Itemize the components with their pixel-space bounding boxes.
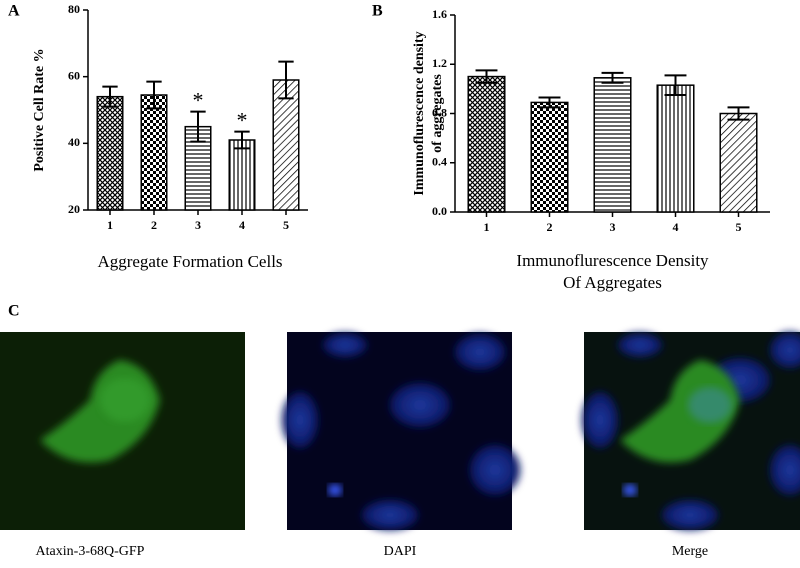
bar [467,75,506,213]
micrograph-gfp [0,332,245,530]
y-tick-label: 1.6 [432,7,447,21]
micrograph-dapi [282,332,520,530]
x-tick-label: 5 [283,218,289,232]
y-tick-label: 80 [68,2,80,16]
x-tick-label: 4 [239,218,245,232]
bar [272,79,300,211]
image-caption: DAPI [384,544,417,559]
bar [228,139,256,211]
y-tick-label: 20 [68,202,80,216]
image-caption: Merge [672,544,708,559]
panel-letter: B [372,3,383,20]
y-axis-label: Positive Cell Rate % [32,48,47,171]
y-tick-label: 1.2 [432,56,447,70]
x-tick-label: 2 [151,218,157,232]
error-bar [146,80,162,110]
significance-mark: * [237,108,248,133]
error-bar [475,69,498,84]
bar [719,112,758,213]
y-tick-label: 0.0 [432,204,447,218]
error-bar [190,110,206,143]
x-axis-label: Of Aggregates [563,273,662,292]
bar [593,77,632,213]
micrograph-merge [582,332,800,530]
x-tick-label: 1 [107,218,113,232]
x-tick-label: 1 [484,220,490,234]
y-axis-label: of aggregates [430,74,445,153]
panel-letter: C [8,303,20,320]
image-caption: Ataxin-3-68Q-GFP [36,544,145,559]
error-bar [234,130,250,150]
y-tick-label: 0.8 [432,105,447,119]
error-bar [278,60,294,100]
error-bar [664,74,687,97]
bar [140,94,168,211]
y-axis-label: Immunoflurescence density [412,31,427,195]
error-bar [538,96,561,109]
error-bar [601,71,624,84]
error-bar [727,106,750,121]
bar [530,101,569,213]
x-tick-label: 4 [673,220,679,234]
x-tick-label: 5 [736,220,742,234]
x-axis-label: Immunoflurescence Density [516,251,709,270]
y-tick-label: 40 [68,135,80,149]
x-axis-label: Aggregate Formation Cells [97,252,282,271]
x-tick-label: 2 [547,220,553,234]
bar [96,95,124,211]
significance-mark: * [193,88,204,113]
bar [656,84,695,213]
y-tick-label: 60 [68,68,80,82]
error-bar [102,85,118,108]
panel-letter: A [8,3,20,20]
y-tick-label: 0.4 [432,155,447,169]
x-tick-label: 3 [610,220,616,234]
x-tick-label: 3 [195,218,201,232]
